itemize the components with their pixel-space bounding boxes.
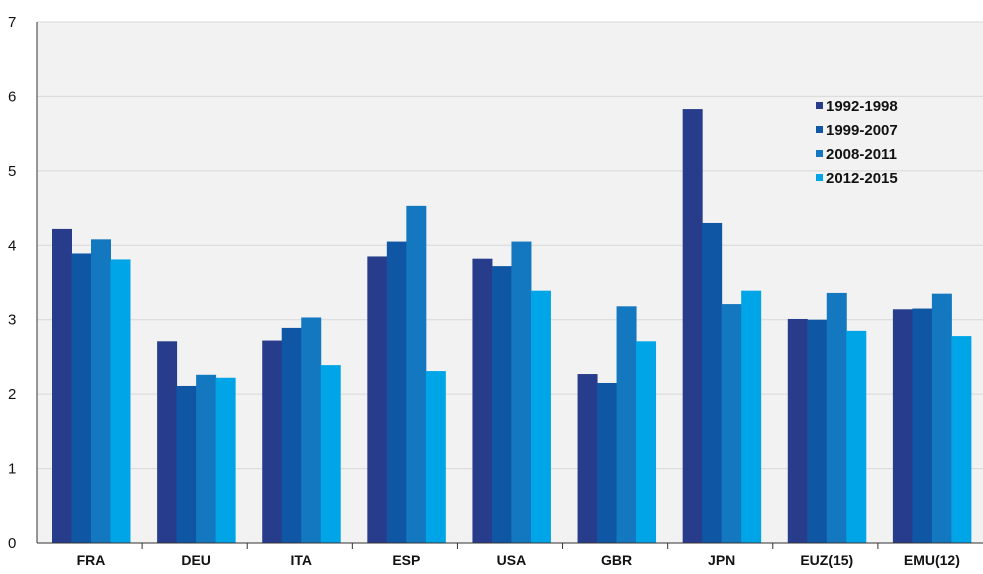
x-tick-label: EMU(12) [904, 552, 960, 568]
bar-EMU(12)-1992-1998 [892, 309, 913, 543]
y-tick-label: 4 [8, 237, 16, 254]
x-tick-label: JPN [708, 552, 735, 568]
legend-swatch [816, 150, 823, 157]
bar-ITA-2008-2011 [301, 317, 322, 543]
x-tick-label: ESP [392, 552, 420, 568]
y-tick-label: 7 [8, 14, 16, 31]
bar-EUZ(15)-2008-2011 [826, 292, 847, 543]
y-tick-label: 0 [8, 535, 16, 552]
y-tick-label: 6 [8, 88, 16, 105]
bar-FRA-2012-2015 [110, 259, 131, 543]
bar-JPN-1999-2007 [702, 222, 723, 543]
bar-EUZ(15)-1992-1998 [787, 318, 808, 543]
bar-DEU-2008-2011 [196, 374, 217, 543]
bar-JPN-1992-1998 [682, 109, 703, 544]
bar-ITA-1999-2007 [281, 327, 302, 543]
bar-EUZ(15)-1999-2007 [807, 319, 828, 543]
bar-USA-1992-1998 [472, 258, 493, 543]
legend: 1992-1998 1999-2007 2008-2011 2012-2015 [816, 98, 898, 187]
bar-EUZ(15)-2012-2015 [846, 330, 867, 543]
legend-label: 1999-2007 [826, 122, 898, 139]
legend-swatch [816, 126, 823, 133]
y-tick-label: 5 [8, 163, 16, 180]
legend-label: 2008-2011 [826, 146, 897, 163]
x-tick-label: EUZ(15) [800, 552, 853, 568]
bar-JPN-2008-2011 [721, 304, 742, 543]
legend-swatch [816, 174, 823, 181]
bar-DEU-1999-2007 [176, 385, 197, 543]
bar-FRA-1999-2007 [71, 253, 92, 544]
legend-label: 2012-2015 [826, 170, 898, 187]
axes: 0 1 2 3 4 5 6 7 FRA DEU ITA ESP USA GBR JPN EUZ(15) EMU(… [8, 14, 983, 568]
x-tick-label: FRA [77, 552, 106, 568]
bar-EMU(12)-1999-2007 [912, 308, 933, 543]
y-tick-label: 3 [8, 312, 16, 329]
bar-DEU-2012-2015 [215, 377, 236, 543]
bar-GBR-2012-2015 [636, 341, 657, 543]
bar-EMU(12)-2008-2011 [931, 293, 952, 543]
y-tick-label: 2 [8, 386, 16, 403]
bar-ITA-2012-2015 [320, 365, 341, 543]
bar-DEU-1992-1998 [157, 341, 178, 543]
bar-JPN-2012-2015 [741, 290, 762, 543]
x-tick-label: DEU [181, 552, 211, 568]
bar-GBR-1999-2007 [597, 382, 618, 543]
bars [52, 109, 972, 544]
bar-FRA-1992-1998 [52, 228, 72, 543]
x-tick-label: GBR [601, 552, 632, 568]
bar-FRA-2008-2011 [91, 239, 111, 543]
bar-ESP-1992-1998 [367, 256, 388, 543]
bar-ESP-2012-2015 [425, 371, 446, 543]
bar-EMU(12)-2012-2015 [951, 336, 972, 543]
legend-swatch [816, 102, 823, 109]
bar-GBR-2008-2011 [616, 306, 637, 543]
x-tick-label: ITA [290, 552, 312, 568]
bar-USA-2008-2011 [511, 241, 532, 544]
bar-ITA-1992-1998 [262, 340, 283, 543]
bar-ESP-2008-2011 [406, 205, 427, 544]
legend-label: 1992-1998 [826, 98, 898, 115]
bar-USA-2012-2015 [530, 290, 551, 543]
bar-GBR-1992-1998 [577, 374, 598, 543]
y-tick-label: 1 [8, 461, 16, 478]
x-tick-label: USA [497, 552, 527, 568]
bar-ESP-1999-2007 [386, 241, 407, 544]
bar-USA-1999-2007 [491, 266, 512, 543]
